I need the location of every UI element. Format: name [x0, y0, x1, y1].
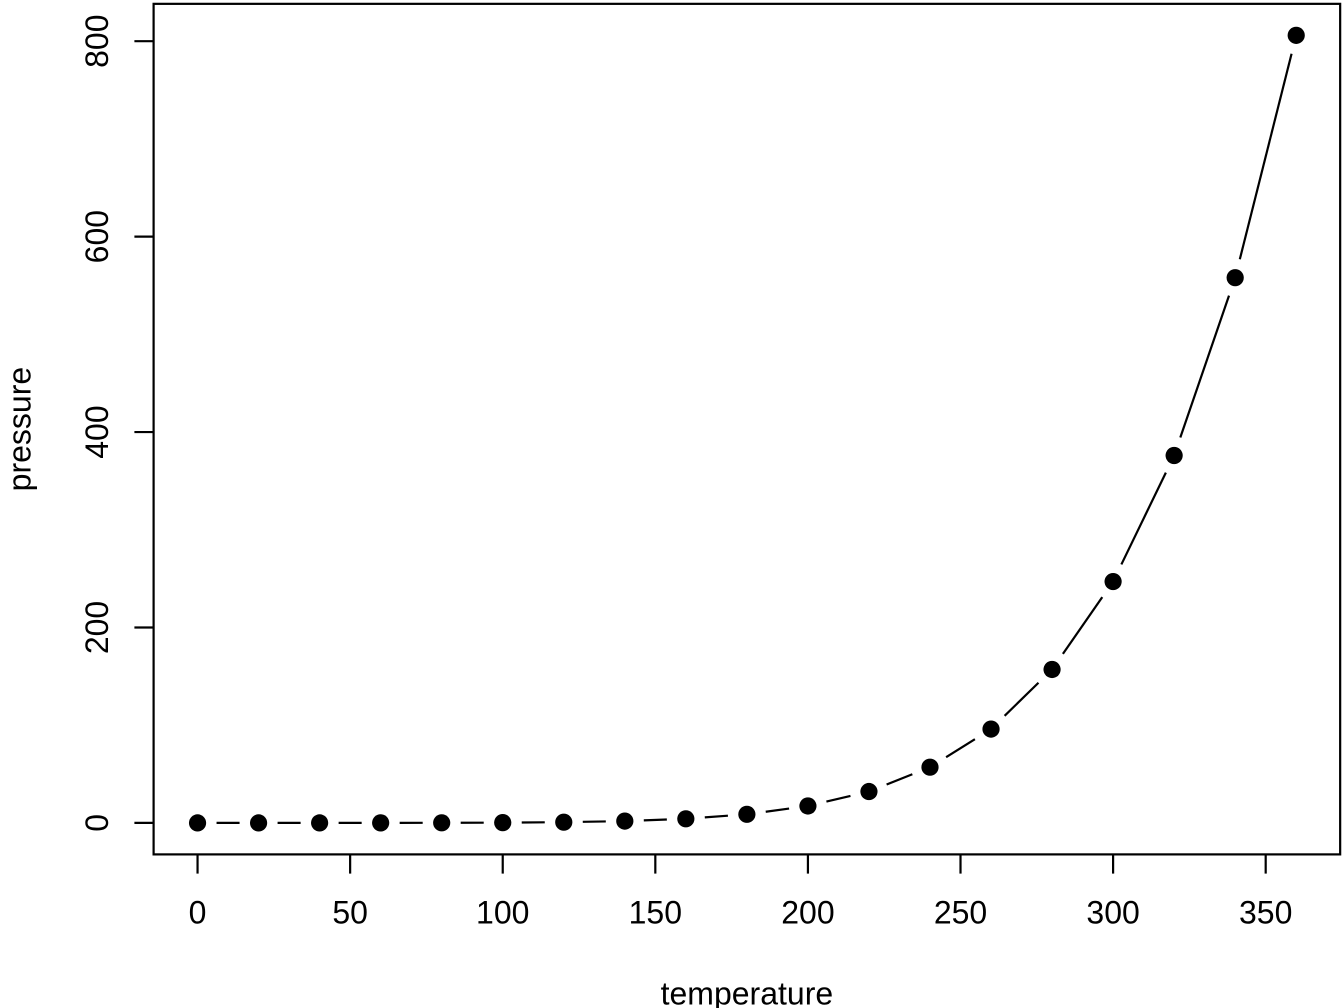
svg-text:0: 0	[189, 895, 207, 931]
svg-text:temperature: temperature	[661, 975, 834, 1008]
svg-text:pressure: pressure	[1, 367, 37, 492]
svg-text:400: 400	[79, 405, 115, 458]
svg-text:300: 300	[1086, 895, 1139, 931]
svg-text:800: 800	[79, 15, 115, 68]
svg-text:150: 150	[629, 895, 682, 931]
svg-text:200: 200	[781, 895, 834, 931]
svg-text:200: 200	[79, 601, 115, 654]
svg-text:600: 600	[79, 210, 115, 263]
svg-text:250: 250	[934, 895, 987, 931]
svg-text:0: 0	[79, 814, 115, 832]
svg-text:50: 50	[332, 895, 368, 931]
svg-text:100: 100	[476, 895, 529, 931]
svg-text:350: 350	[1239, 895, 1292, 931]
